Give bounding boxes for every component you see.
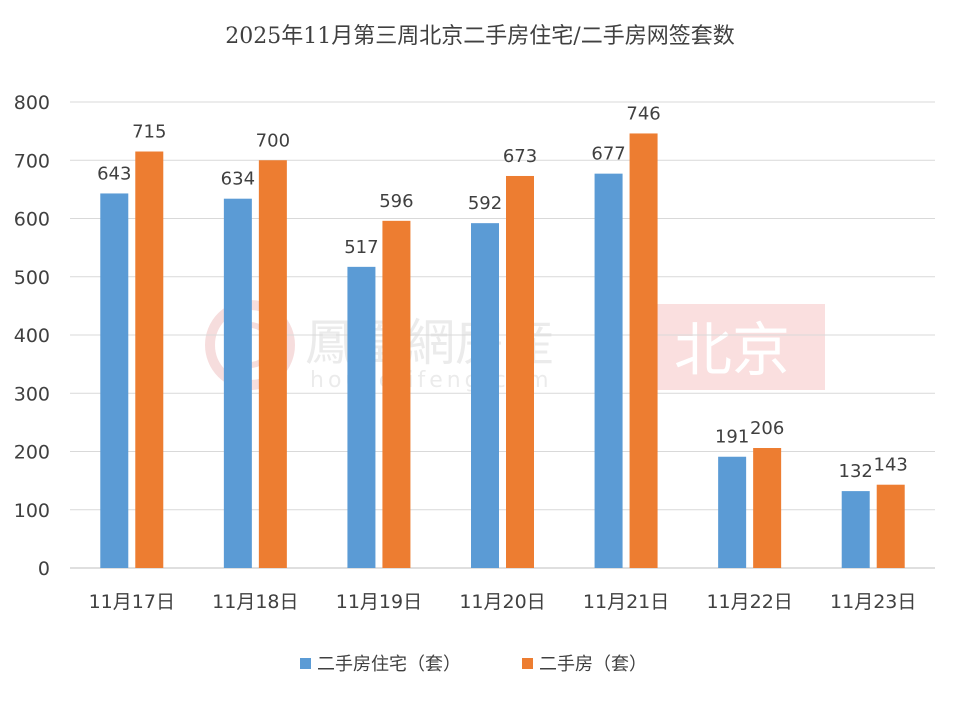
x-tick-label: 11月23日 bbox=[830, 591, 916, 613]
bar-residential bbox=[841, 491, 870, 568]
y-tick-label: 400 bbox=[14, 325, 50, 347]
watermark-city: 北京 bbox=[674, 316, 790, 384]
x-tick-label: 11月19日 bbox=[336, 591, 422, 613]
bar-total bbox=[753, 448, 782, 568]
data-label: 132 bbox=[839, 461, 873, 482]
y-tick-label: 200 bbox=[14, 442, 50, 464]
bar-residential bbox=[471, 223, 499, 568]
data-label: 673 bbox=[503, 146, 537, 167]
y-tick-label: 0 bbox=[38, 558, 50, 580]
bar-residential bbox=[594, 173, 623, 568]
x-tick-label: 11月20日 bbox=[459, 591, 545, 613]
data-label: 677 bbox=[591, 144, 625, 165]
data-label: 592 bbox=[468, 193, 502, 214]
y-tick-label: 600 bbox=[14, 209, 50, 231]
legend-swatch bbox=[300, 658, 311, 669]
bar-residential bbox=[347, 266, 376, 568]
y-tick-label: 500 bbox=[14, 267, 50, 289]
y-tick-label: 100 bbox=[14, 500, 50, 522]
data-label: 746 bbox=[626, 103, 660, 124]
x-tick-label: 11月22日 bbox=[706, 591, 792, 613]
bar-total bbox=[876, 484, 905, 568]
x-tick-label: 11月21日 bbox=[583, 591, 669, 613]
bar-total bbox=[135, 151, 164, 568]
x-tick-label: 11月18日 bbox=[212, 591, 298, 613]
bar-total bbox=[506, 175, 534, 569]
data-label: 643 bbox=[97, 163, 131, 184]
watermark-city-box bbox=[640, 304, 825, 390]
legend-swatch bbox=[522, 658, 533, 669]
bar-residential bbox=[100, 193, 129, 568]
data-label: 715 bbox=[132, 122, 166, 143]
data-label: 700 bbox=[256, 130, 290, 151]
data-label: 206 bbox=[750, 418, 784, 439]
legend-label: 二手房（套） bbox=[539, 654, 647, 675]
data-label: 191 bbox=[715, 427, 749, 448]
bar-total bbox=[382, 220, 411, 568]
y-tick-label: 800 bbox=[14, 92, 50, 114]
x-tick-label: 11月17日 bbox=[89, 591, 175, 613]
bar-total bbox=[629, 133, 658, 568]
bar-residential bbox=[223, 198, 252, 568]
data-label: 596 bbox=[379, 191, 413, 212]
bar-residential bbox=[718, 456, 747, 568]
y-tick-label: 300 bbox=[14, 383, 50, 405]
bar-total bbox=[258, 160, 287, 568]
data-label: 634 bbox=[221, 169, 255, 190]
legend-label: 二手房住宅（套） bbox=[317, 654, 461, 675]
data-label: 517 bbox=[344, 237, 378, 258]
data-label: 143 bbox=[874, 455, 908, 476]
y-tick-label: 700 bbox=[14, 150, 50, 172]
chart-title: 2025年11月第三周北京二手房住宅/二手房网签套数 bbox=[225, 24, 735, 49]
